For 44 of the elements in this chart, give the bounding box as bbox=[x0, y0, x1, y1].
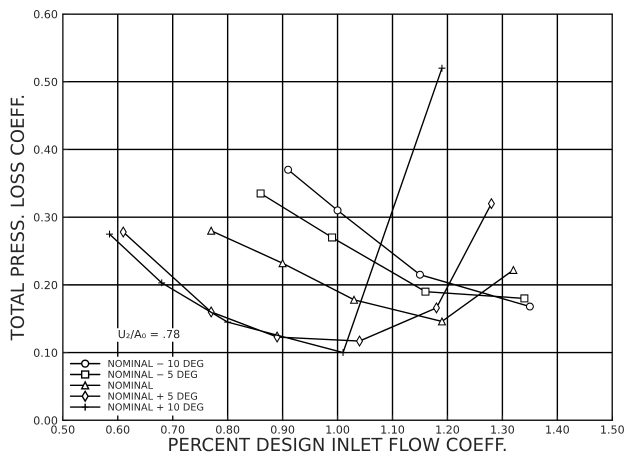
legend-label: NOMINAL + 5 DEG bbox=[108, 392, 198, 400]
y-tick-label: 0.00 bbox=[34, 416, 58, 425]
x-tick-label: 1.00 bbox=[326, 425, 350, 434]
point bbox=[256, 189, 265, 198]
point bbox=[438, 64, 446, 72]
point bbox=[278, 259, 287, 268]
point bbox=[526, 302, 534, 311]
point bbox=[339, 348, 348, 357]
legend-label: NOMINAL − 10 DEG bbox=[108, 360, 204, 368]
legend-label: NOMINAL − 5 DEG bbox=[108, 370, 198, 378]
point bbox=[416, 270, 424, 279]
point bbox=[328, 233, 336, 242]
legend-label: NOMINAL + 10 DEG bbox=[108, 403, 204, 411]
point bbox=[334, 206, 342, 214]
point bbox=[438, 317, 446, 326]
y-tick-label: 0.30 bbox=[34, 213, 58, 222]
x-tick-label: 1.50 bbox=[601, 425, 624, 434]
point bbox=[158, 278, 166, 287]
x-tick-label: 1.30 bbox=[491, 425, 514, 434]
annotation: U₂/A₀ = .78 bbox=[118, 330, 180, 340]
y-tick-label: 0.10 bbox=[34, 348, 58, 357]
point bbox=[207, 226, 216, 235]
legend-label: NOMINAL bbox=[108, 382, 153, 389]
x-tick-label: 0.60 bbox=[106, 425, 130, 434]
y-tick-label: 0.20 bbox=[34, 280, 58, 290]
point bbox=[350, 296, 358, 304]
x-tick-label: 0.80 bbox=[216, 425, 240, 434]
y-axis-title: TOTAL PRESS. LOSS COEFF. bbox=[10, 96, 24, 340]
y-tick-label: 0.50 bbox=[34, 78, 58, 86]
x-tick-label: 0.50 bbox=[51, 425, 74, 434]
x-axis-title: PERCENT DESIGN INLET FLOW COEFF. bbox=[169, 438, 506, 452]
point bbox=[284, 166, 292, 174]
x-tick-label: 1.10 bbox=[381, 425, 404, 434]
x-tick-label: 1.40 bbox=[546, 425, 569, 434]
y-tick-label: 0.40 bbox=[34, 145, 58, 154]
point bbox=[421, 288, 430, 296]
x-tick-label: 1.20 bbox=[436, 425, 460, 434]
point bbox=[224, 318, 232, 326]
x-tick-label: 0.90 bbox=[270, 425, 294, 434]
point bbox=[106, 230, 114, 238]
y-tick-label: 0.60 bbox=[34, 10, 58, 18]
point bbox=[520, 294, 528, 302]
x-tick-label: 0.70 bbox=[161, 425, 184, 434]
point bbox=[509, 266, 518, 274]
